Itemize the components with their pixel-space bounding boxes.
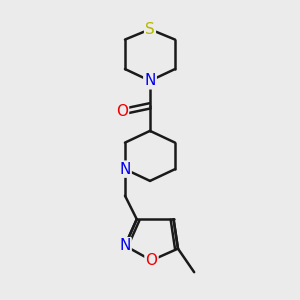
Text: O: O (116, 104, 128, 119)
Text: S: S (145, 22, 155, 37)
Text: O: O (146, 253, 158, 268)
Text: N: N (119, 162, 131, 177)
Text: N: N (119, 238, 131, 253)
Text: N: N (144, 73, 156, 88)
